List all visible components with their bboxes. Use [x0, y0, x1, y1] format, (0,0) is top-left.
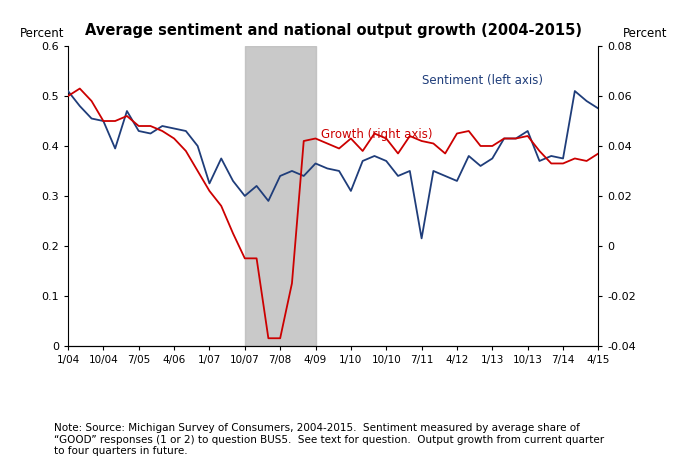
Bar [245, 46, 316, 346]
Text: Sentiment (left axis): Sentiment (left axis) [422, 74, 543, 87]
Title: Average sentiment and national output growth (2004-2015): Average sentiment and national output gr… [85, 23, 581, 38]
Text: Percent: Percent [20, 27, 65, 40]
Text: Note: Source: Michigan Survey of Consumers, 2004-2015.  Sentiment measured by av: Note: Source: Michigan Survey of Consume… [54, 423, 605, 456]
Text: Growth (right axis): Growth (right axis) [322, 129, 433, 142]
Text: Percent: Percent [623, 27, 667, 40]
